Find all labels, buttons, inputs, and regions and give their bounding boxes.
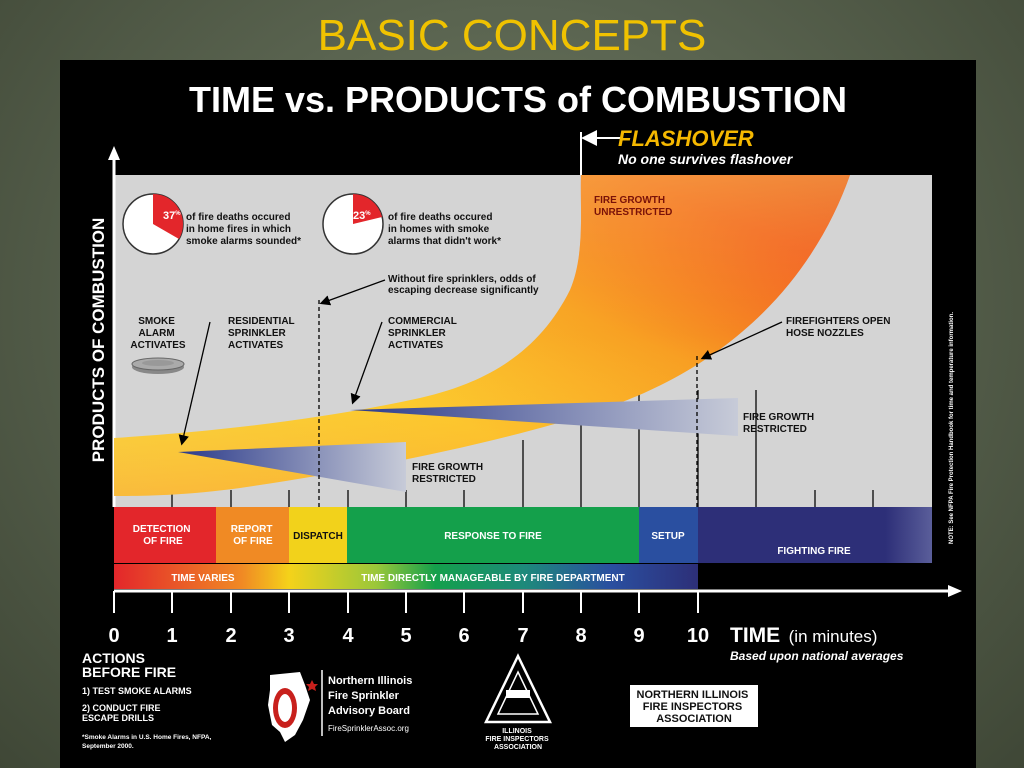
svg-text:Without fire sprinklers, odds: Without fire sprinklers, odds of escapin… (388, 274, 539, 296)
nifsab-logo: Northern Illinois Fire Sprinkler Advisor… (268, 670, 415, 742)
stat-pie-37: 37% of fire deaths occured in home fires… (122, 193, 301, 255)
svg-text:FIREFIGHTERS OPEN HOSE N: FIREFIGHTERS OPEN HOSE NOZZLES (786, 316, 893, 339)
x-tick-3: 3 (283, 625, 294, 647)
x-axis-title: TIME (in minutes) (730, 624, 877, 647)
x-tick-8: 8 (575, 625, 586, 647)
poster: TIME vs. PRODUCTS of COMBUSTION FLASHOVE… (60, 60, 976, 768)
poster-title: TIME vs. PRODUCTS of COMBUSTION (189, 79, 847, 120)
ifia-logo: ILLINOIS FIRE INSPECTORS ASSOCIATION (484, 653, 552, 751)
x-tick-0: 0 (108, 625, 119, 647)
restricted-wedge-left (178, 442, 406, 492)
svg-text:NORTHERN ILLINOIS FIRE I: NORTHERN ILLINOIS FIRE INSPECTORS ASSOCI… (637, 689, 752, 725)
flashover-subtitle: No one survives flashover (618, 151, 794, 167)
phase-detection: DETECTION OF FIRE (133, 524, 194, 547)
svg-text:of fire deaths occured i: of fire deaths occured in home fires in … (186, 212, 301, 247)
actions-before-fire: ACTIONS BEFORE FIRE 1) TEST SMOKE ALARMS… (82, 650, 213, 750)
smoke-alarm-icon (131, 357, 185, 374)
svg-text:23%: 23% (353, 210, 371, 222)
time-varies-label: TIME VARIES (171, 573, 234, 584)
x-tick-1: 1 (166, 625, 177, 647)
stat-pie-23: 23% of fire deaths occured in homes with… (322, 193, 501, 255)
y-axis-label: PRODUCTS OF COMBUSTION (89, 218, 108, 463)
svg-text:Northern Illinois Fire S: Northern Illinois Fire Sprinkler Advisor… (328, 675, 415, 717)
fire-growth-unrestricted: FIRE GROWTH UNRESTRICTED (594, 195, 672, 218)
svg-text:1) TEST SMOKE ALARMS 2): 1) TEST SMOKE ALARMS 2) CONDUCT FIRE ESC… (82, 686, 194, 723)
svg-text:ILLINOIS FIRE INSPECTORS: ILLINOIS FIRE INSPECTORS ASSOCIATION (485, 728, 550, 751)
nifia-logo: NORTHERN ILLINOIS FIRE INSPECTORS ASSOCI… (630, 685, 758, 727)
commercial-callout: COMMERCIAL SPRINKLER ACTIVATES (350, 316, 459, 405)
phase-response: RESPONSE TO FIRE (444, 531, 542, 542)
svg-text:COMMERCIAL SPRINKLER: COMMERCIAL SPRINKLER ACTIVATES (388, 316, 459, 351)
x-tick-10: 10 (687, 625, 709, 647)
x-tick-5: 5 (400, 625, 411, 647)
phase-bar: DETECTION OF FIRE REPORT OF FIRE DISPATC… (114, 507, 932, 563)
restricted-label-right: FIRE GROWTH RESTRICTED (743, 412, 817, 435)
svg-text:FireSprinklerAssoc.org: FireSprinklerAssoc.org (328, 724, 409, 733)
restricted-label-left: FIRE GROWTH RESTRICTED (412, 462, 486, 485)
x-axis-note: Based upon national averages (730, 649, 904, 663)
firefighters-callout: FIREFIGHTERS OPEN HOSE NOZZLES (696, 316, 893, 508)
x-tick-4: 4 (342, 625, 354, 647)
phase-fighting: FIGHTING FIRE (777, 546, 851, 557)
x-tick-6: 6 (458, 625, 469, 647)
odds-callout: Without fire sprinklers, odds of escapin… (318, 274, 539, 508)
x-tick-9: 9 (633, 625, 644, 647)
restricted-wedge-right (350, 398, 738, 436)
flashover-marker: FLASHOVER No one survives flashover (580, 126, 794, 178)
svg-text:ACTIONS BEFORE FIRE: ACTIONS BEFORE FIRE (82, 650, 176, 680)
x-tick-7: 7 (517, 625, 528, 647)
phase-dispatch: DISPATCH (293, 531, 343, 542)
svg-text:SMOKE ALARM ACTIVA: SMOKE ALARM ACTIVATES (130, 316, 186, 351)
x-tick-labels: 0 1 2 3 4 5 6 7 8 9 10 (108, 625, 709, 647)
flashover-label: FLASHOVER (618, 126, 754, 151)
nfpa-note: NOTE: See NFPA Fire Protection Handbook … (949, 312, 955, 544)
slide-title: BASIC CONCEPTS (317, 11, 707, 60)
svg-text:*Smoke Alarms in U.S. Home Fir: *Smoke Alarms in U.S. Home Fires, NFPA, … (82, 734, 213, 750)
smoke-alarm-callout: SMOKE ALARM ACTIVATES (130, 316, 186, 374)
svg-text:of fire deaths occured i: of fire deaths occured in homes with smo… (388, 212, 501, 247)
x-axis-ticks (113, 591, 699, 613)
svg-text:RESIDENTIAL SPRINKLER: RESIDENTIAL SPRINKLER ACTIVATES (228, 316, 297, 351)
grid-lines (171, 375, 874, 507)
phase-setup: SETUP (651, 531, 685, 542)
phase-report: REPORT OF FIRE (231, 524, 275, 547)
residential-callout: RESIDENTIAL SPRINKLER ACTIVATES (178, 316, 297, 446)
manageable-bar: TIME VARIES TIME DIRECTLY MANAGEABLE BY … (114, 564, 698, 589)
x-tick-2: 2 (225, 625, 236, 647)
time-manageable-label: TIME DIRECTLY MANAGEABLE BY FIRE DEPARTM… (361, 573, 625, 584)
svg-text:37%: 37% (163, 210, 181, 222)
